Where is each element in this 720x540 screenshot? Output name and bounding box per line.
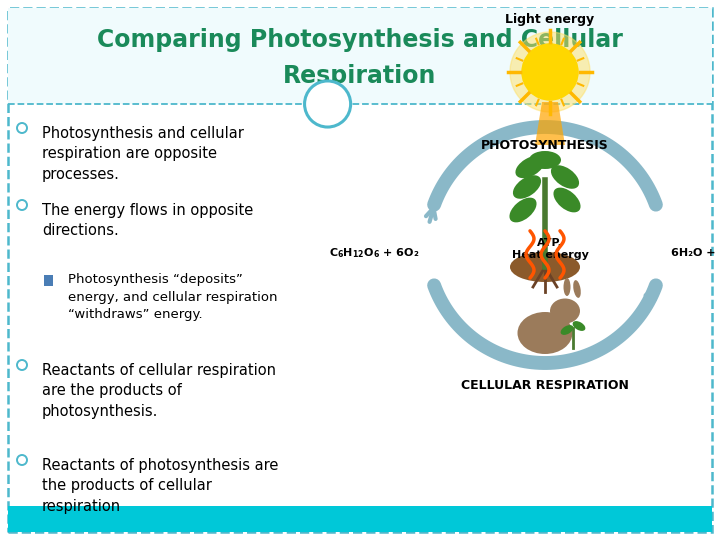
Ellipse shape	[529, 151, 561, 169]
Bar	[8, 8, 712, 104]
Text: Light energy: Light energy	[505, 13, 595, 26]
Bar	[8, 506, 712, 532]
Text: Reactants of photosynthesis are
the products of cellular
respiration: Reactants of photosynthesis are the prod…	[42, 458, 279, 514]
Ellipse shape	[554, 187, 580, 212]
Circle shape	[17, 123, 27, 133]
Bar	[44, 275, 53, 286]
Ellipse shape	[513, 175, 541, 199]
Ellipse shape	[510, 198, 536, 222]
Circle shape	[17, 455, 27, 465]
Text: Respiration: Respiration	[283, 64, 437, 88]
Ellipse shape	[561, 325, 573, 335]
Text: Reactants of cellular respiration
are the products of
photosynthesis.: Reactants of cellular respiration are th…	[42, 363, 276, 419]
Circle shape	[17, 360, 27, 370]
Text: 6H₂O + 6CO₂: 6H₂O + 6CO₂	[671, 248, 720, 258]
Ellipse shape	[573, 280, 581, 298]
Ellipse shape	[564, 278, 570, 296]
Polygon shape	[535, 102, 565, 145]
Text: $\mathregular{C_6H_{12}O_6}$ + 6O₂: $\mathregular{C_6H_{12}O_6}$ + 6O₂	[328, 246, 419, 260]
Circle shape	[305, 81, 351, 127]
Ellipse shape	[572, 321, 585, 331]
Ellipse shape	[518, 312, 572, 354]
Text: PHOTOSYNTHESIS: PHOTOSYNTHESIS	[481, 139, 609, 152]
Ellipse shape	[551, 165, 579, 189]
Text: Comparing Photosynthesis and Cellular: Comparing Photosynthesis and Cellular	[97, 28, 623, 52]
Text: Photosynthesis “deposits”
energy, and cellular respiration
“withdraws” energy.: Photosynthesis “deposits” energy, and ce…	[68, 273, 277, 321]
Ellipse shape	[510, 252, 580, 282]
Circle shape	[522, 44, 578, 100]
Circle shape	[17, 200, 27, 210]
Text: The energy flows in opposite
directions.: The energy flows in opposite directions.	[42, 203, 253, 238]
Ellipse shape	[516, 156, 544, 178]
Circle shape	[510, 32, 590, 112]
Text: ATP,
Heat energy: ATP, Heat energy	[512, 238, 588, 260]
Text: CELLULAR RESPIRATION: CELLULAR RESPIRATION	[461, 379, 629, 392]
Ellipse shape	[550, 299, 580, 323]
Text: Photosynthesis and cellular
respiration are opposite
processes.: Photosynthesis and cellular respiration …	[42, 126, 244, 182]
